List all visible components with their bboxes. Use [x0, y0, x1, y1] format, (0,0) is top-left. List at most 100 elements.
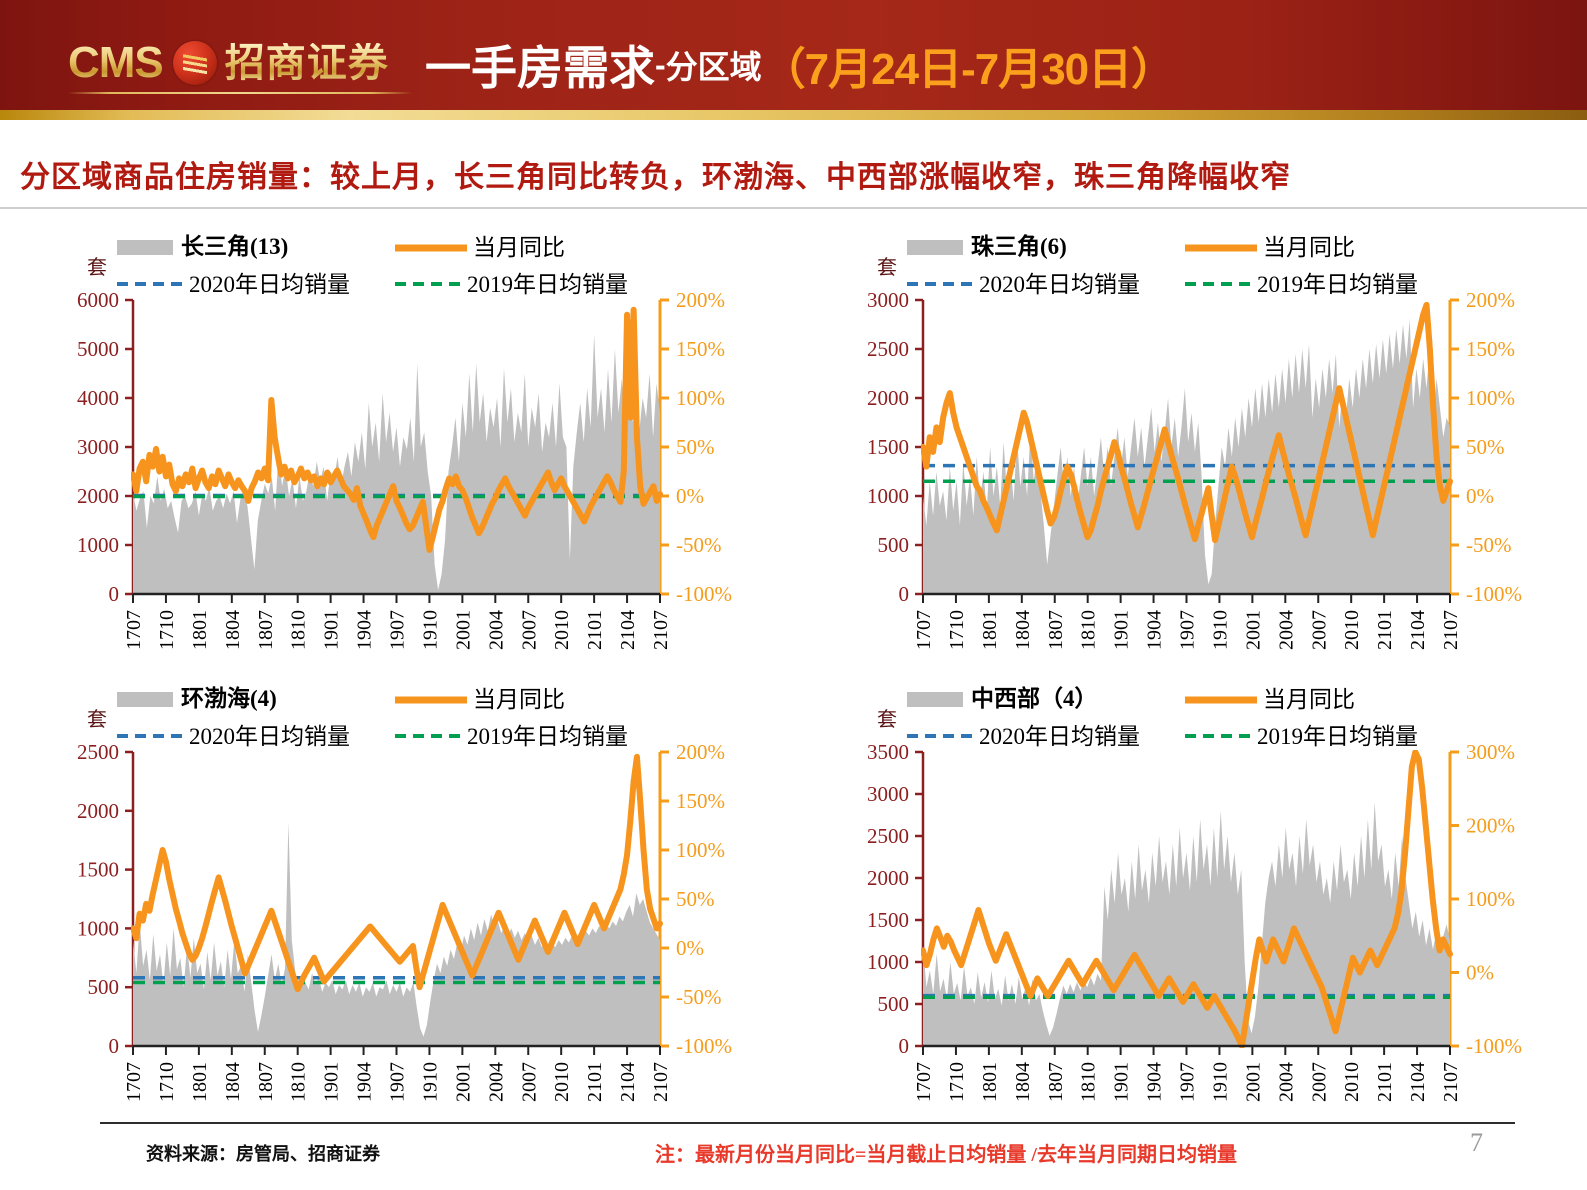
y2-tick-label: 100%: [676, 386, 725, 410]
legend-label-2019: 2019年日均销量: [467, 724, 628, 749]
area-series-zhusanjiao: [923, 319, 1450, 594]
x-tick-label: 1807: [255, 1062, 277, 1102]
x-tick-label: 1810: [1078, 1062, 1100, 1102]
y-tick-label: 500: [878, 533, 910, 557]
x-tick-label: 1801: [979, 610, 1001, 650]
y2-tick-label: 200%: [676, 740, 725, 764]
x-tick-label: 2007: [1308, 1062, 1330, 1102]
y-axis-unit-label: 套: [877, 256, 897, 279]
x-tick-label: 2010: [1341, 1062, 1363, 1102]
chart-zhusanjiao: 珠三角(6) 当月同比 2020年日均销量 2019年日均销量 套 0 500 1000 150…: [845, 222, 1545, 652]
x-tick-label: 2007: [518, 610, 540, 650]
x-tick-label: 1707: [913, 1062, 935, 1102]
x-tick-label: 1907: [1177, 1062, 1199, 1102]
y-tick-label: 1000: [77, 916, 119, 940]
legend-swatch-bar: [117, 692, 173, 707]
legend-label-line: 当月同比: [1263, 235, 1355, 260]
x-tick-label: 2001: [452, 1062, 474, 1102]
y-tick-label: 2500: [867, 337, 909, 361]
charts-grid: 长三角(13) 当月同比 2020年日均销量 2019年日均销量套 0 1000 2000 3…: [0, 212, 1587, 1102]
x-tick-label: 2004: [485, 610, 507, 650]
x-tick-label: 2007: [518, 1062, 540, 1102]
x-tick-label: 1904: [354, 610, 376, 650]
x-tick-label: 1910: [1209, 610, 1231, 650]
y-tick-label: 6000: [77, 288, 119, 312]
x-tick-label: 2101: [1374, 1062, 1396, 1102]
y-tick-label: 500: [878, 992, 910, 1016]
x-tick-label: 2010: [551, 610, 573, 650]
y2-tick-label: 100%: [1466, 887, 1515, 911]
y-tick-label: 1000: [867, 484, 909, 508]
right-axis-changsanjiao: -100% -50% 0% 50% 100% 150% 200%: [658, 288, 732, 606]
y-tick-label: 0: [109, 582, 120, 606]
chart-changsanjiao: 长三角(13) 当月同比 2020年日均销量 2019年日均销量 套 0 1000 2000 3…: [55, 222, 755, 652]
y2-tick-label: -50%: [1466, 533, 1512, 557]
right-axis-zhongxibu: -100% 0% 100% 200% 300%: [1448, 740, 1522, 1058]
x-tick-label: 1910: [419, 1062, 441, 1102]
page-number: 7: [1470, 1128, 1483, 1157]
y2-tick-label: 0%: [1466, 961, 1494, 985]
x-tick-label: 1810: [288, 1062, 310, 1102]
x-tick-label: 2107: [1440, 1062, 1462, 1102]
y-tick-label: 2500: [77, 740, 119, 764]
y-tick-label: 2000: [77, 484, 119, 508]
y-tick-label: 1000: [867, 950, 909, 974]
area-series-huanbohai: [133, 822, 660, 1046]
x-tick-label: 1904: [354, 1062, 376, 1102]
y2-tick-label: 0%: [676, 484, 704, 508]
y-tick-label: 1000: [77, 533, 119, 557]
page-title: 一手房需求 - 分区域 （7月24日-7月30日）: [425, 34, 1175, 96]
x-tick-label: 2104: [617, 610, 639, 650]
chart-huanbohai: 环渤海(4) 当月同比 2020年日均销量 2019年日均销量 套 0 500 1000 150…: [55, 674, 755, 1104]
x-tick-label: 1804: [222, 610, 244, 650]
chart-svg-zhongxibu: 中西部（4） 当月同比 2020年日均销量 2019年日均销量 套 0 500 1000 150…: [867, 685, 1522, 1102]
x-tick-label: 1801: [979, 1062, 1001, 1102]
x-tick-label: 2101: [584, 610, 606, 650]
x-tick-label: 2004: [1275, 1062, 1297, 1102]
company-logo: CMS 招商证券: [68, 30, 416, 96]
y-axis-unit-label: 套: [877, 708, 897, 731]
y-tick-label: 4000: [77, 386, 119, 410]
y-axis-unit-label: 套: [87, 708, 107, 731]
y-tick-label: 3000: [77, 435, 119, 459]
x-tick-label: 2004: [485, 1062, 507, 1102]
x-tick-label: 2007: [1308, 610, 1330, 650]
x-tick-label: 1707: [913, 610, 935, 650]
y-tick-label: 3000: [867, 782, 909, 806]
legend-swatch-bar: [117, 240, 173, 255]
x-tick-label: 2001: [1242, 610, 1264, 650]
x-tick-label: 2104: [617, 1062, 639, 1102]
y-tick-label: 3000: [867, 288, 909, 312]
logo-underline-divider: [68, 92, 412, 94]
y2-tick-label: 50%: [1466, 435, 1505, 459]
y2-tick-label: 0%: [1466, 484, 1494, 508]
x-tick-label: 2101: [584, 1062, 606, 1102]
chart-legend-changsanjiao: 长三角(13) 当月同比 2020年日均销量 2019年日均销量: [117, 233, 628, 297]
x-tick-label: 2107: [650, 610, 672, 650]
page-title-daterange: （7月24日-7月30日）: [761, 45, 1175, 94]
x-tick-label: 2010: [1341, 610, 1363, 650]
left-axis-zhongxibu: 0 500 1000 1500 2000 2500 3000 3500: [867, 740, 925, 1058]
cms-emblem-icon: [172, 41, 217, 85]
x-tick-label: 1904: [1144, 1062, 1166, 1102]
x-tick-label: 1801: [189, 610, 211, 650]
x-tick-label: 1901: [321, 610, 343, 650]
x-tick-label: 1710: [156, 610, 178, 650]
y-tick-label: 1500: [867, 435, 909, 459]
x-tick-label: 2004: [1275, 610, 1297, 650]
legend-label-bar: 中西部（4）: [971, 685, 1098, 711]
x-tick-label: 1804: [1012, 610, 1034, 650]
x-tick-label: 1710: [946, 610, 968, 650]
area-series-changsanjiao: [133, 334, 660, 594]
chart-svg-zhusanjiao: 珠三角(6) 当月同比 2020年日均销量 2019年日均销量 套 0 500 1000 150…: [867, 233, 1522, 650]
legend-label-bar: 长三角(13): [181, 233, 288, 259]
x-tick-label: 2104: [1407, 610, 1429, 650]
x-tick-label: 1907: [387, 610, 409, 650]
y2-tick-label: 150%: [1466, 337, 1515, 361]
y2-tick-label: 0%: [676, 936, 704, 960]
x-tick-label: 2010: [551, 1062, 573, 1102]
legend-label-2020: 2020年日均销量: [189, 724, 350, 749]
y2-tick-label: 200%: [676, 288, 725, 312]
legend-swatch-bar: [907, 692, 963, 707]
logo-latin-text: CMS: [68, 38, 164, 87]
